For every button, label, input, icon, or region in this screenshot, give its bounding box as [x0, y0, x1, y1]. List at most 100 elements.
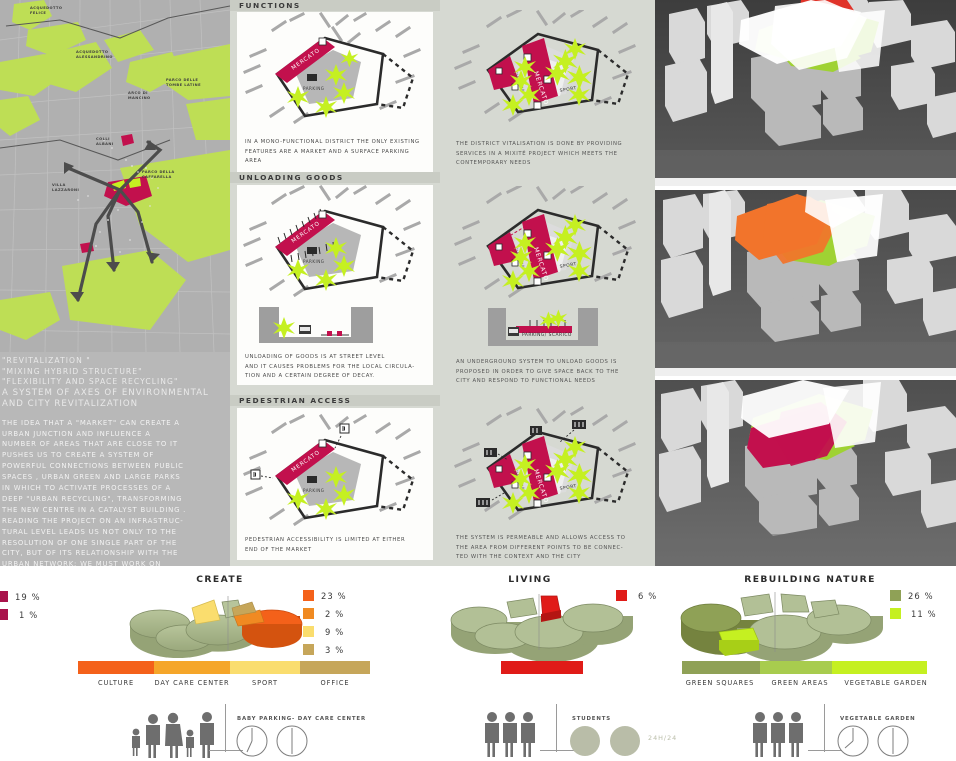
pedestrian-marker	[559, 420, 586, 443]
map-label: ACQUEDOTTO FELICE	[30, 6, 63, 16]
plan-diagram-underground: MERCATO CULTURA SPORT	[454, 186, 636, 346]
concept-heading-3: "FLEXIBILITY AND SPACE RECYCLING"	[2, 377, 179, 387]
ramp-rebuilding	[682, 661, 927, 674]
pedestrian-marker	[334, 423, 350, 449]
ramp-label: SPORT	[252, 679, 278, 687]
icon-note-24h: 24H/24	[648, 734, 678, 742]
diagram-card-functions: MERCATO PARKING	[237, 12, 433, 172]
diagram-card-permeable: MERCATO CULTURA SPORT	[448, 404, 648, 562]
context-map-panel: ACQUEDOTTO FELICE ACQUEDOTTO ALESSANDRIN…	[0, 0, 230, 566]
legend-create-right-0: 23 %	[303, 590, 347, 601]
render-massing-orange	[655, 190, 956, 376]
ramp-label: VEGETABLE GARDEN	[844, 679, 928, 687]
map-label: COLLI ALBANI	[96, 137, 114, 147]
legend-rebuilding-0: 26 %	[890, 590, 934, 601]
chart-title-create: CREATE	[196, 574, 244, 585]
legend-swatch	[0, 609, 8, 620]
legend-label: 3 %	[325, 644, 345, 655]
section-header-functions: FUNCTIONS	[230, 0, 440, 11]
ramp-segment	[78, 661, 154, 674]
concept-heading-2: "MIXING HYBRID STRUCTURE"	[2, 366, 143, 376]
ramp-label: CULTURE	[97, 679, 135, 687]
pedestrian-marker	[250, 469, 274, 480]
icon-group-daycare: BABY PARKING- DAY CARE CENTER	[125, 700, 425, 761]
ramp-label: GREEN SQUARES	[685, 679, 755, 687]
legend-create-left-1: 1 %	[0, 609, 38, 620]
legend-swatch	[303, 590, 314, 601]
svg-text:SPORT: SPORT	[559, 261, 577, 270]
pedestrian-marker	[476, 491, 507, 507]
legend-create-right-3: 3 %	[303, 644, 344, 655]
ramp-segment	[230, 661, 300, 674]
top-section: ACQUEDOTTO FELICE ACQUEDOTTO ALESSANDRIN…	[0, 0, 956, 566]
dot-pair-icon	[570, 726, 640, 756]
chart-title-rebuilding: REBUILDING NATURE	[744, 574, 876, 585]
legend-swatch	[890, 608, 901, 619]
legend-label: 11 %	[911, 608, 937, 619]
legend-label: 1 %	[19, 609, 39, 620]
plan-diagram-pedestrian: MERCATO PARKING	[237, 408, 433, 532]
clock-pair-icon	[837, 725, 909, 757]
concept-heading-1: "REVITALIZATION "	[2, 356, 91, 365]
map-label: ACQUEDOTTO ALESSANDRINO	[76, 50, 113, 60]
legend-create-left-0: 19 %	[0, 591, 41, 602]
legend-living-0: 6 %	[616, 590, 657, 601]
context-map: ACQUEDOTTO FELICE ACQUEDOTTO ALESSANDRIN…	[0, 0, 230, 352]
render-image-1	[655, 0, 956, 186]
icon-group-vegetable-garden: VEGETABLE GARDEN	[748, 700, 956, 761]
group-divider	[824, 704, 825, 752]
adult-figures-icon	[753, 712, 803, 757]
plan-diagram-permeable: MERCATO CULTURA SPORT	[454, 405, 636, 521]
diagram-caption-unloading: UNLOADING OF GOODS IS AT STREET LEVEL AN…	[245, 354, 415, 380]
group-baseline	[209, 750, 243, 751]
concept-heading-main: A SYSTEM OF AXES OF ENVIRONMENTAL AND CI…	[2, 387, 209, 410]
adult-figures-icon	[485, 712, 535, 757]
icon-label-daycare: BABY PARKING- DAY CARE CENTER	[237, 716, 366, 722]
legend-swatch	[0, 591, 8, 602]
plan-diagram-vitalisation: MERCATO CULTURA SPORT	[454, 10, 636, 123]
render-column	[655, 0, 956, 566]
ramp-segment	[300, 661, 370, 674]
render-image-3	[655, 380, 956, 566]
pedestrian-marker	[530, 426, 542, 435]
concept-body-text: THE IDEA THAT A "MARKET" CAN CREATE A UR…	[2, 418, 187, 566]
render-massing-white	[655, 0, 956, 186]
diagram-caption-permeable: THE SYSTEM IS PERMEABLE AND ALLOWS ACCES…	[456, 535, 626, 561]
ramp-labels-rebuilding: GREEN SQUARES GREEN AREAS VEGETABLE GARD…	[676, 679, 936, 687]
svg-text:PARKING: PARKING	[303, 259, 324, 264]
group-baseline	[540, 750, 574, 751]
icon-label-students: STUDENTS	[572, 716, 611, 722]
legend-create-right-2: 9 %	[303, 626, 344, 637]
chart-title-living: LIVING	[508, 574, 552, 585]
legend-swatch	[303, 626, 314, 637]
pie-chart-rebuilding	[680, 592, 883, 662]
svg-text:SPORT: SPORT	[559, 483, 577, 492]
icon-group-students: STUDENTS 24H/24	[480, 700, 740, 761]
map-label: VILLA LAZZARONI	[52, 183, 80, 193]
group-divider	[225, 704, 226, 752]
section-header-pedestrian: PEDESTRIAN ACCESS	[230, 395, 440, 406]
ramp-label: DAY CARE CENTER	[154, 679, 230, 687]
legend-swatch	[303, 644, 314, 655]
ramp-segment	[832, 661, 927, 674]
diagram-card-unloading: MERCATO PARKING	[237, 185, 433, 385]
pedestrian-marker	[484, 448, 509, 461]
legend-label: 19 %	[15, 591, 41, 602]
icon-legend-row: BABY PARKING- DAY CARE CENTER STUDENTS	[0, 700, 956, 761]
ramp-segment	[760, 661, 832, 674]
render-massing-crimson	[655, 380, 956, 566]
map-label: ARCO DI MANCINO	[128, 91, 151, 101]
pie-chart-create	[129, 596, 303, 658]
diagram-card-underground: MERCATO CULTURA SPORT	[448, 186, 648, 386]
diagram-column-right: MERCATO CULTURA SPORT	[440, 0, 655, 566]
group-baseline	[808, 750, 842, 751]
ramp-label: GREEN AREAS	[771, 679, 829, 687]
diagram-caption-existing: IN A MONO-FUNCTIONAL DISTRICT THE ONLY E…	[245, 139, 420, 165]
diagram-card-pedestrian: MERCATO PARKING	[237, 408, 433, 560]
legend-rebuilding-1: 11 %	[890, 608, 937, 619]
svg-text:PARKING: PARKING	[303, 488, 324, 493]
icon-label-vegetable-garden: VEGETABLE GARDEN	[840, 716, 916, 722]
legend-swatch	[890, 590, 901, 601]
diagram-column-left: FUNCTIONS	[230, 0, 440, 566]
